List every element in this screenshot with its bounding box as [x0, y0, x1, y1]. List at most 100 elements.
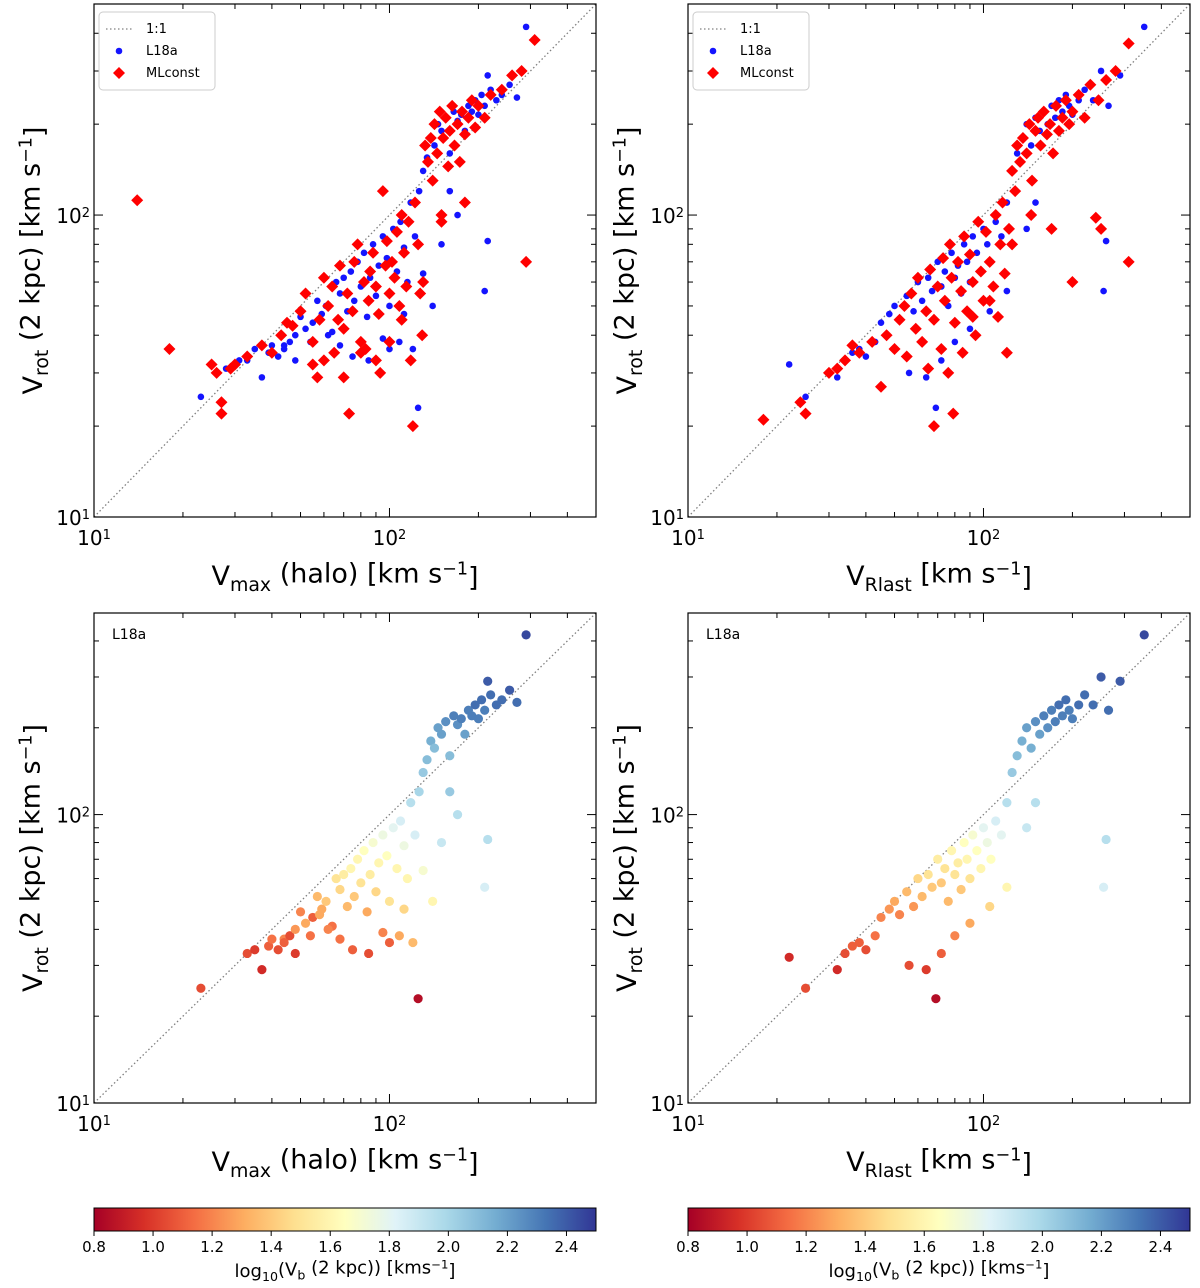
- point-mlconst: [1006, 164, 1019, 177]
- point-l18a: [409, 345, 417, 353]
- point-mlconst: [880, 329, 893, 342]
- point-mlconst: [898, 299, 911, 312]
- point-l18a: [854, 937, 864, 948]
- point-mlconst: [920, 305, 933, 318]
- colorbar-label-part-2: (V: [278, 1259, 298, 1280]
- point-mlconst: [938, 294, 951, 307]
- point-l18a: [927, 882, 937, 892]
- point-mlconst: [443, 124, 456, 137]
- point-l18a: [480, 705, 490, 715]
- x-tick-label: 102: [373, 526, 407, 550]
- point-l18a: [476, 695, 487, 705]
- point-mlconst: [428, 118, 441, 131]
- point-l18a: [314, 910, 325, 920]
- point-mlconst: [215, 407, 228, 420]
- point-l18a: [267, 934, 277, 944]
- point-l18a: [497, 695, 507, 705]
- y-axis-label-part-1: rot: [31, 350, 53, 376]
- point-mlconst: [924, 263, 937, 276]
- point-mlconst: [448, 139, 461, 152]
- legend-label: 1:1: [146, 22, 167, 37]
- point-mlconst: [966, 276, 979, 289]
- colorbar-tick-label: 2.0: [1030, 1238, 1054, 1256]
- point-l18a: [410, 830, 420, 840]
- point-mlconst: [905, 287, 918, 300]
- point-mlconst: [1109, 64, 1122, 77]
- point-l18a: [314, 297, 321, 305]
- axes-frame: [687, 612, 1191, 1104]
- point-l18a: [396, 338, 403, 346]
- point-mlconst: [131, 194, 144, 207]
- point-l18a: [429, 743, 440, 753]
- point-l18a: [264, 941, 274, 951]
- panel-tag: L18a: [706, 627, 740, 643]
- point-l18a: [408, 937, 418, 948]
- point-mlconst: [433, 105, 446, 118]
- y-axis-label-part-1: rot: [31, 947, 53, 973]
- point-l18a: [418, 767, 428, 778]
- point-l18a: [950, 931, 960, 941]
- point-l18a: [369, 241, 377, 248]
- point-mlconst: [992, 310, 1005, 323]
- y-tick-label: 102: [650, 804, 684, 828]
- point-l18a: [402, 873, 413, 884]
- y-tick-label: 101: [56, 506, 90, 530]
- point-l18a: [1007, 767, 1017, 778]
- point-l18a: [904, 960, 914, 970]
- point-l18a: [456, 714, 466, 724]
- x-tick-label: 102: [967, 526, 1001, 550]
- colorbar-label-part-2: (V: [872, 1259, 892, 1280]
- point-mlconst: [163, 343, 176, 356]
- point-mlconst: [294, 305, 307, 318]
- colorbar-tick-label: 1.2: [794, 1238, 818, 1256]
- point-mlconst: [255, 339, 268, 352]
- point-l18a: [891, 302, 898, 310]
- point-mlconst: [922, 362, 935, 375]
- point-l18a: [877, 319, 885, 327]
- x-axis-label-part-2: (halo) [km s: [271, 558, 442, 589]
- point-l18a: [1081, 86, 1088, 94]
- point-mlconst: [456, 105, 469, 118]
- y-axis-label-part-2: (2 kpc) [km s: [15, 760, 46, 947]
- colorbar-tick-label: 1.4: [853, 1238, 877, 1256]
- point-mlconst: [1009, 185, 1022, 198]
- point-mlconst: [1056, 111, 1069, 124]
- point-l18a: [521, 630, 531, 640]
- y-axis-label-part-0: V: [612, 973, 643, 992]
- point-l18a: [1067, 714, 1078, 724]
- y-tick-label-part-1: 1: [676, 1094, 684, 1109]
- point-mlconst: [927, 313, 940, 326]
- point-l18a: [917, 891, 927, 902]
- point-mlconst: [367, 246, 380, 259]
- point-l18a: [1080, 690, 1090, 700]
- point-mlconst: [374, 366, 387, 379]
- x-axis-label-part-3: −1: [996, 1146, 1022, 1166]
- y-tick-label-part-1: 2: [82, 806, 90, 821]
- point-mlconst: [528, 33, 541, 46]
- point-l18a: [349, 353, 356, 360]
- legend-label: L18a: [146, 44, 178, 59]
- point-mlconst: [383, 335, 396, 348]
- point-l18a: [847, 941, 857, 951]
- x-tick-label: 102: [967, 1112, 1001, 1136]
- point-l18a: [274, 353, 282, 360]
- legend: 1:1 L18a MLconst: [98, 11, 216, 91]
- point-mlconst: [757, 413, 770, 426]
- one-to-one-line: [93, 612, 597, 1104]
- point-mlconst: [888, 343, 901, 356]
- point-mlconst: [313, 313, 326, 326]
- point-mlconst: [977, 294, 990, 307]
- point-l18a: [300, 918, 311, 928]
- point-l18a: [1030, 717, 1041, 727]
- point-mlconst: [421, 155, 434, 168]
- point-mlconst: [1014, 155, 1027, 168]
- point-l18a: [445, 787, 455, 797]
- point-l18a: [861, 945, 871, 955]
- point-l18a: [395, 816, 406, 826]
- colorbar-label-part-6: ]: [448, 1260, 455, 1281]
- point-mlconst: [306, 335, 319, 348]
- point-mlconst: [328, 346, 341, 359]
- point-mlconst: [311, 371, 324, 384]
- point-l18a: [352, 854, 363, 864]
- legend-label: MLconst: [146, 66, 200, 81]
